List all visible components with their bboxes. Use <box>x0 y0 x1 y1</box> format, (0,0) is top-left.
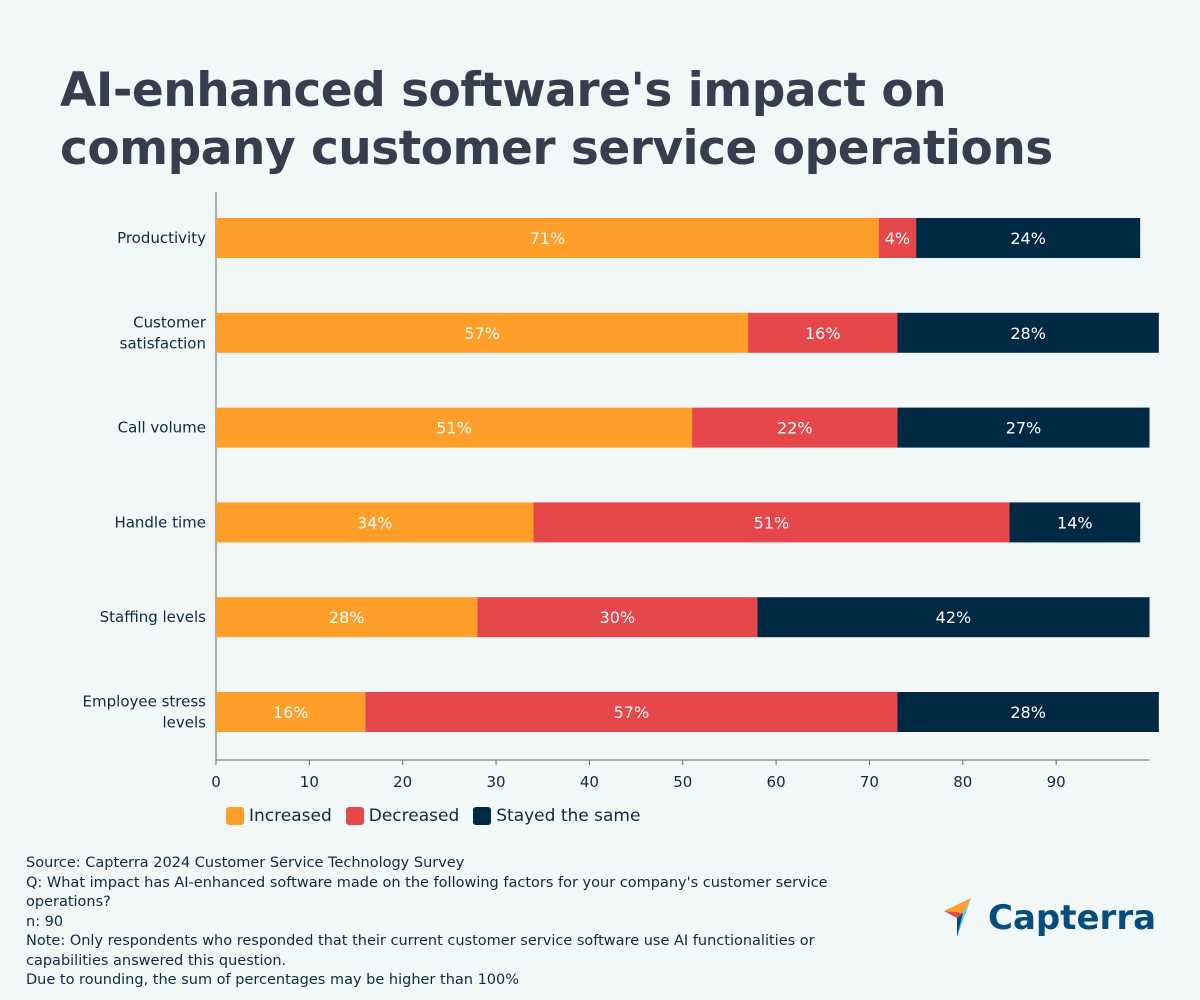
chart-title: AI-enhanced software's impact on company… <box>60 63 1053 176</box>
bar-segment <box>216 692 366 732</box>
bar-segment <box>757 597 1150 638</box>
footer-line: Note: Only respondents who responded tha… <box>26 933 815 969</box>
capterra-logo: Capterra <box>944 898 1156 938</box>
bar-segment <box>216 407 693 448</box>
data-label: 28% <box>1010 703 1046 722</box>
legend-swatch <box>226 807 244 825</box>
footer-notes: Source: Capterra 2024 Customer Service T… <box>26 854 876 991</box>
x-tick-label: 0 <box>211 773 221 791</box>
legend-label: Decreased <box>368 806 460 826</box>
data-label: 57% <box>464 324 500 343</box>
footer-line: Due to rounding, the sum of percentages … <box>26 972 520 988</box>
bar-segment <box>216 218 879 258</box>
bar-segment <box>878 218 917 258</box>
data-label: 28% <box>1010 324 1046 343</box>
capterra-arrow-icon <box>944 898 971 937</box>
x-tick-label: 50 <box>673 773 692 791</box>
data-label: 51% <box>754 513 790 532</box>
x-tick-label: 10 <box>300 773 319 791</box>
bar-segment <box>897 692 1159 732</box>
x-tick-label: 80 <box>953 773 972 791</box>
data-label: 14% <box>1057 513 1093 532</box>
data-label: 30% <box>600 608 636 627</box>
bar-segment <box>477 597 758 638</box>
data-label: 16% <box>273 703 309 722</box>
data-label: 34% <box>357 513 393 532</box>
bar-segment <box>216 597 478 638</box>
bar-segment <box>1009 502 1141 543</box>
category-label: Customer <box>133 313 207 331</box>
legend-swatch <box>473 807 492 825</box>
category-label: Employee stress <box>83 693 207 711</box>
data-label: 4% <box>885 229 910 248</box>
data-label: 28% <box>329 608 365 627</box>
bar-segment <box>365 692 898 732</box>
legend-label: Stayed the same <box>496 806 641 826</box>
data-label: 16% <box>805 324 841 343</box>
bar-segment <box>897 312 1159 353</box>
legend-item: Decreased <box>345 806 460 826</box>
bar-segment <box>748 312 898 353</box>
bar-segment <box>533 502 1010 543</box>
data-label: 57% <box>614 703 650 722</box>
legend-swatch <box>345 807 364 825</box>
legend: Increased Decreased Stayed the same <box>226 806 640 826</box>
data-label: 22% <box>777 419 813 438</box>
data-label: 24% <box>1010 229 1046 248</box>
legend-label: Increased <box>249 806 332 826</box>
x-tick-label: 70 <box>860 773 879 791</box>
logo-text: Capterra <box>988 898 1157 938</box>
bar-segment <box>897 407 1150 448</box>
bar-segment <box>216 502 534 543</box>
category-label: levels <box>163 714 207 732</box>
legend-item: Increased <box>226 806 332 826</box>
x-tick-label: 30 <box>487 773 506 791</box>
category-label: satisfaction <box>120 334 206 352</box>
category-label: Call volume <box>118 419 206 437</box>
x-tick-label: 90 <box>1047 773 1066 791</box>
data-label: 27% <box>1006 419 1042 438</box>
footer-line: Q: What impact has AI-enhanced software … <box>26 874 828 911</box>
bar-segment <box>216 312 749 353</box>
data-label: 51% <box>436 419 472 438</box>
stacked-bar-chart: 0 10 20 30 40 50 60 70 80 90 Productivity 71% 4% 24% C… <box>83 192 1159 791</box>
x-tick-label: 20 <box>393 773 412 791</box>
footer-line: Source: Capterra 2024 Customer Service T… <box>26 855 465 871</box>
x-tick-label: 60 <box>767 773 786 791</box>
category-label: Handle time <box>114 513 206 531</box>
bar-segment <box>692 407 898 448</box>
category-label: Staffing levels <box>100 608 207 626</box>
data-label: 42% <box>936 608 972 627</box>
footer-line: n: 90 <box>26 913 64 930</box>
x-tick-label: 40 <box>580 773 599 791</box>
legend-item: Stayed the same <box>473 806 640 826</box>
category-label: Productivity <box>117 229 206 247</box>
bar-segment <box>916 218 1141 258</box>
data-label: 71% <box>530 229 566 248</box>
